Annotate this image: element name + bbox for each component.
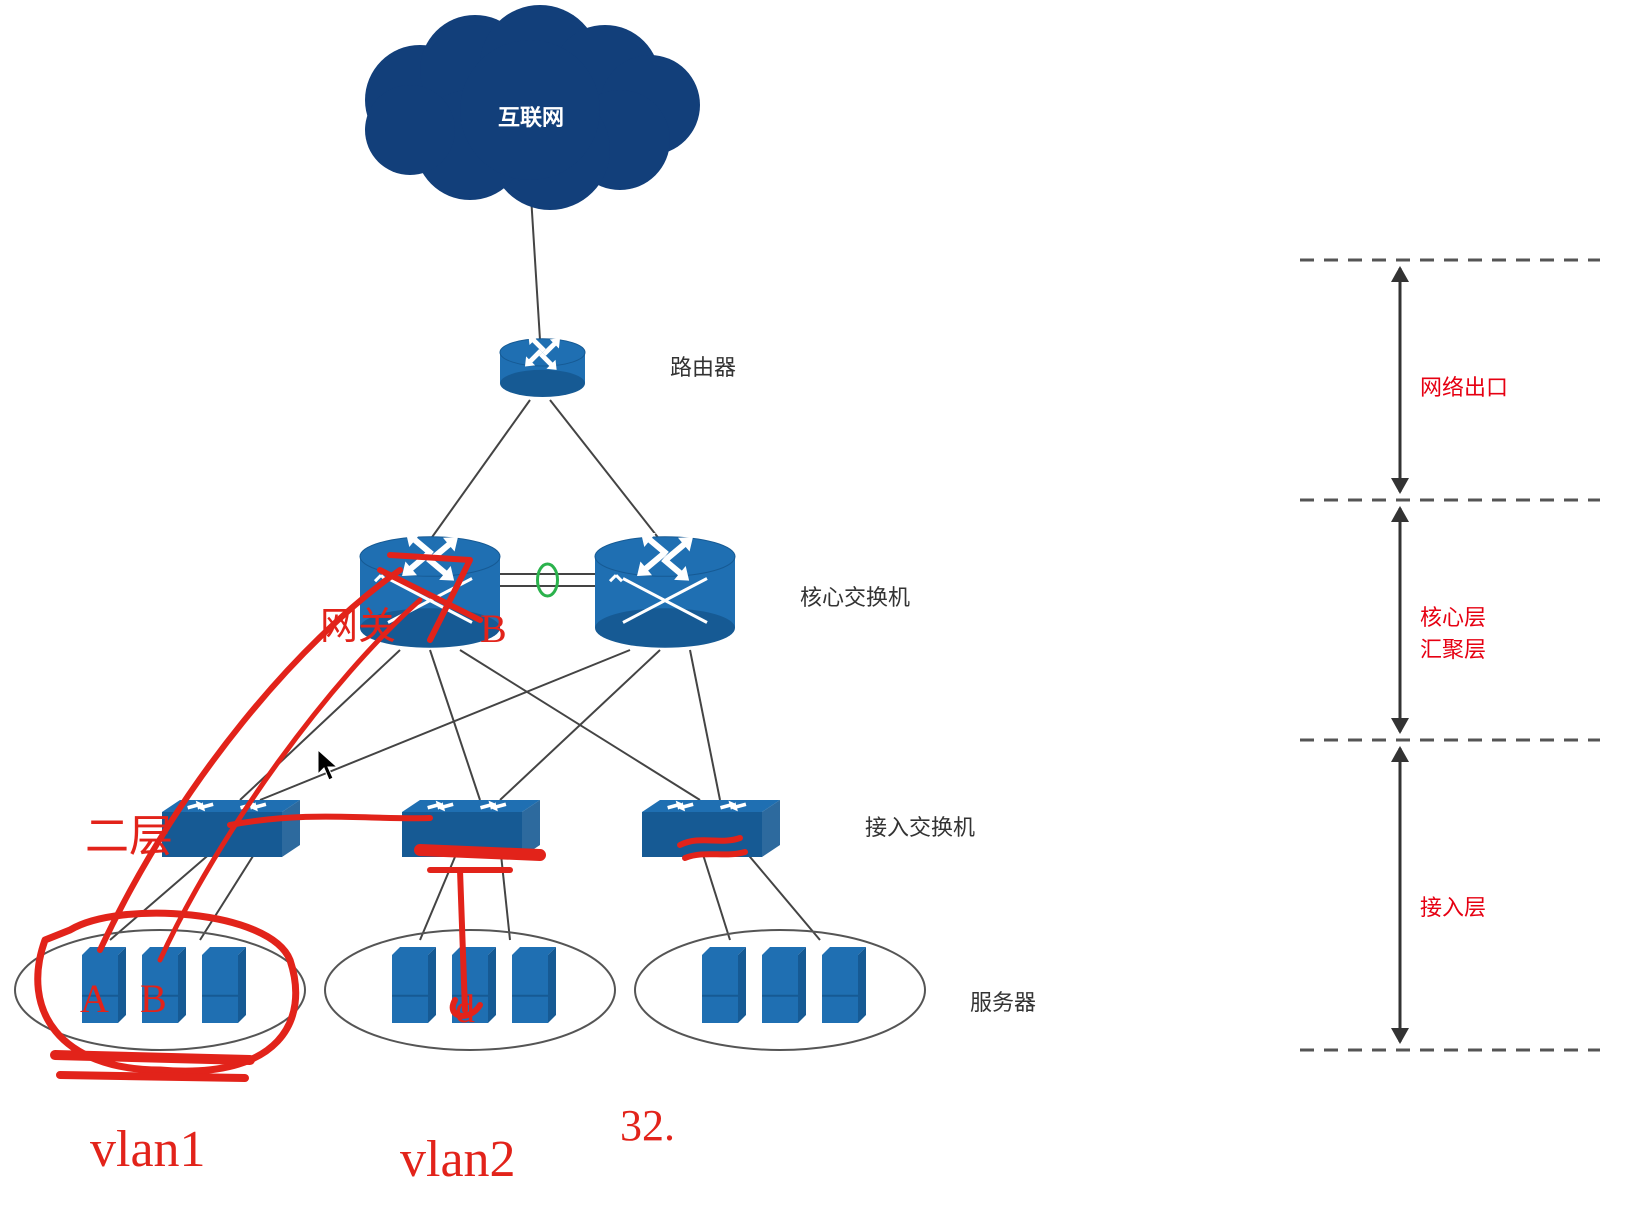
annotation-gateway: 网关 — [320, 595, 396, 650]
cloud-label: 互联网 — [498, 100, 564, 132]
annotation-32: 32. — [620, 1100, 675, 1151]
annotation-B2: B — [480, 605, 507, 652]
annotation-d: d — [455, 985, 475, 1032]
annotation-vlan1: vlan1 — [90, 1120, 206, 1179]
layer-label-2: 接入层 — [1420, 890, 1486, 922]
annotation-vlan2: vlan2 — [400, 1130, 516, 1189]
layer-label-0: 网络出口 — [1420, 370, 1508, 402]
nodes — [162, 330, 780, 857]
server-label: 服务器 — [970, 985, 1036, 1017]
router-label: 路由器 — [670, 350, 736, 382]
access-switch-label: 接入交换机 — [865, 810, 975, 842]
core-switch-label: 核心交换机 — [800, 580, 910, 612]
layer-label-1: 核心层 汇聚层 — [1420, 600, 1486, 664]
annotation-B: B — [140, 975, 167, 1022]
annotation-A: A — [80, 975, 109, 1022]
annotation-layer2: 二层 — [85, 800, 173, 864]
network-diagram — [0, 0, 1627, 1231]
